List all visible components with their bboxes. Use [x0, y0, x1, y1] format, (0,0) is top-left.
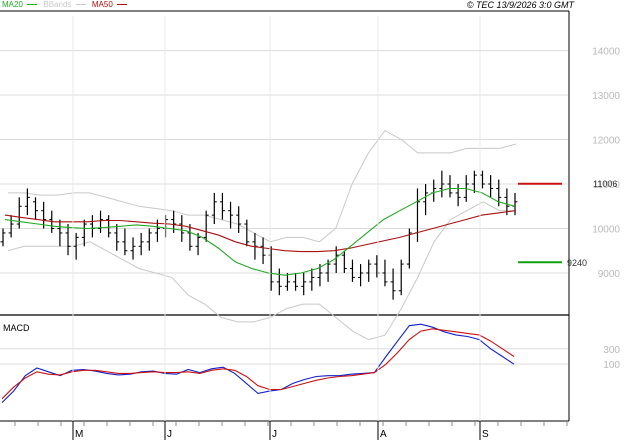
price-tick-label: 13000 — [592, 91, 620, 102]
ohlc-bar — [309, 268, 315, 291]
ohlc-bar — [211, 192, 217, 225]
ohlc-bar — [276, 268, 282, 296]
copyright-timestamp: © TEC 13/9/2026 3:0 GMT — [466, 0, 574, 10]
ohlc-bar — [382, 259, 388, 287]
ohlc-bar — [504, 188, 510, 216]
macd-lines — [1, 323, 515, 403]
ohlc-bar — [228, 201, 234, 229]
price-gridlines — [0, 50, 568, 274]
ohlc-bar — [244, 219, 250, 247]
ohlc-bar — [138, 232, 144, 256]
x-tick-label: A — [380, 429, 387, 440]
legend-bbands: BBands — [43, 0, 87, 9]
legend-ma50: MA50 — [92, 0, 129, 9]
ohlc-bar — [431, 179, 437, 202]
price-tick-label: 9000 — [598, 269, 621, 280]
price-y-axis: 9000 10000 11000 12000 13000 14000 — [592, 47, 620, 280]
price-levels: 11006 9240 — [518, 179, 617, 268]
ohlc-bar — [81, 219, 87, 247]
ohlc-bar — [24, 188, 30, 216]
ma20-line — [4, 187, 516, 276]
x-tick-label: J — [272, 429, 277, 440]
ohlc-bar — [471, 170, 477, 193]
legend: MA20 BBands MA50 — [2, 0, 131, 9]
macd-line — [1, 323, 515, 403]
ohlc-bar — [374, 255, 380, 278]
ohlc-bar — [219, 192, 225, 220]
bollinger-bands — [7, 129, 517, 341]
ohlc-bar — [366, 259, 372, 282]
ohlc-bar — [341, 250, 347, 273]
macd-panel-title: MACD — [3, 323, 30, 333]
price-tick-label: 11000 — [593, 180, 621, 191]
ohlc-bar — [203, 210, 209, 242]
ohlc-bar — [479, 170, 485, 189]
support-level-label: 9240 — [567, 258, 587, 268]
ohlc-bar — [114, 224, 120, 251]
ohlc-bar — [390, 268, 396, 300]
ohlc-bar — [447, 175, 453, 198]
ma50-line — [4, 210, 516, 253]
ohlc-bar — [122, 228, 128, 256]
ohlc-bar — [423, 184, 429, 216]
ohlc-bar — [98, 210, 104, 233]
ohlc-bar — [41, 201, 47, 229]
x-tick-label: M — [75, 429, 83, 440]
ohlc-bar — [179, 215, 185, 242]
bb-lower-line — [7, 201, 516, 341]
price-tick-label: 14000 — [592, 47, 620, 58]
ohlc-bar — [163, 215, 169, 238]
macd-gridlines — [0, 348, 568, 365]
ohlc-bar — [57, 219, 63, 247]
ohlc-bar — [284, 272, 290, 291]
ohlc-bar — [439, 170, 445, 198]
price-tick-label: 10000 — [592, 224, 620, 235]
price-panel-frame — [0, 10, 570, 422]
price-tick-label: 12000 — [592, 136, 620, 147]
ohlc-bar — [293, 272, 299, 291]
ohlc-bar — [455, 184, 461, 207]
ohlc-bar — [349, 259, 355, 282]
ohlc-bar — [187, 224, 193, 251]
ohlc-bar — [195, 232, 201, 256]
resistance-level-label: 11006 — [593, 179, 617, 189]
ohlc-bar — [398, 259, 404, 296]
x-tick-label: S — [482, 429, 489, 440]
bb-upper-line — [8, 129, 517, 243]
ohlc-bar — [236, 206, 242, 233]
ohlc-bar — [268, 246, 274, 291]
ohlc-bar — [16, 197, 22, 229]
ohlc-bar — [73, 232, 79, 260]
ohlc-bar — [0, 228, 6, 247]
ohlc-bar — [106, 215, 112, 238]
moving-averages — [4, 187, 516, 276]
ohlc-bar — [260, 237, 266, 265]
ohlc-bar — [358, 264, 364, 287]
ohlc-bar — [488, 175, 494, 198]
x-tick-label: J — [167, 429, 172, 440]
ohlc-bar — [512, 192, 518, 216]
ohlc-bar — [130, 237, 136, 260]
ohlc-bar — [65, 224, 71, 256]
ohlc-bar — [8, 215, 14, 238]
macd-tick-label: 300 — [603, 345, 620, 356]
macd-signal-line — [1, 328, 515, 400]
ohlc-bar — [89, 215, 95, 238]
ohlc-bar — [146, 228, 152, 251]
ohlc-bar — [414, 188, 420, 242]
ohlc-bar — [33, 197, 39, 220]
legend-ma20: MA20 — [2, 0, 39, 9]
ohlc-bar — [301, 272, 307, 296]
macd-tick-label: 100 — [603, 360, 620, 371]
